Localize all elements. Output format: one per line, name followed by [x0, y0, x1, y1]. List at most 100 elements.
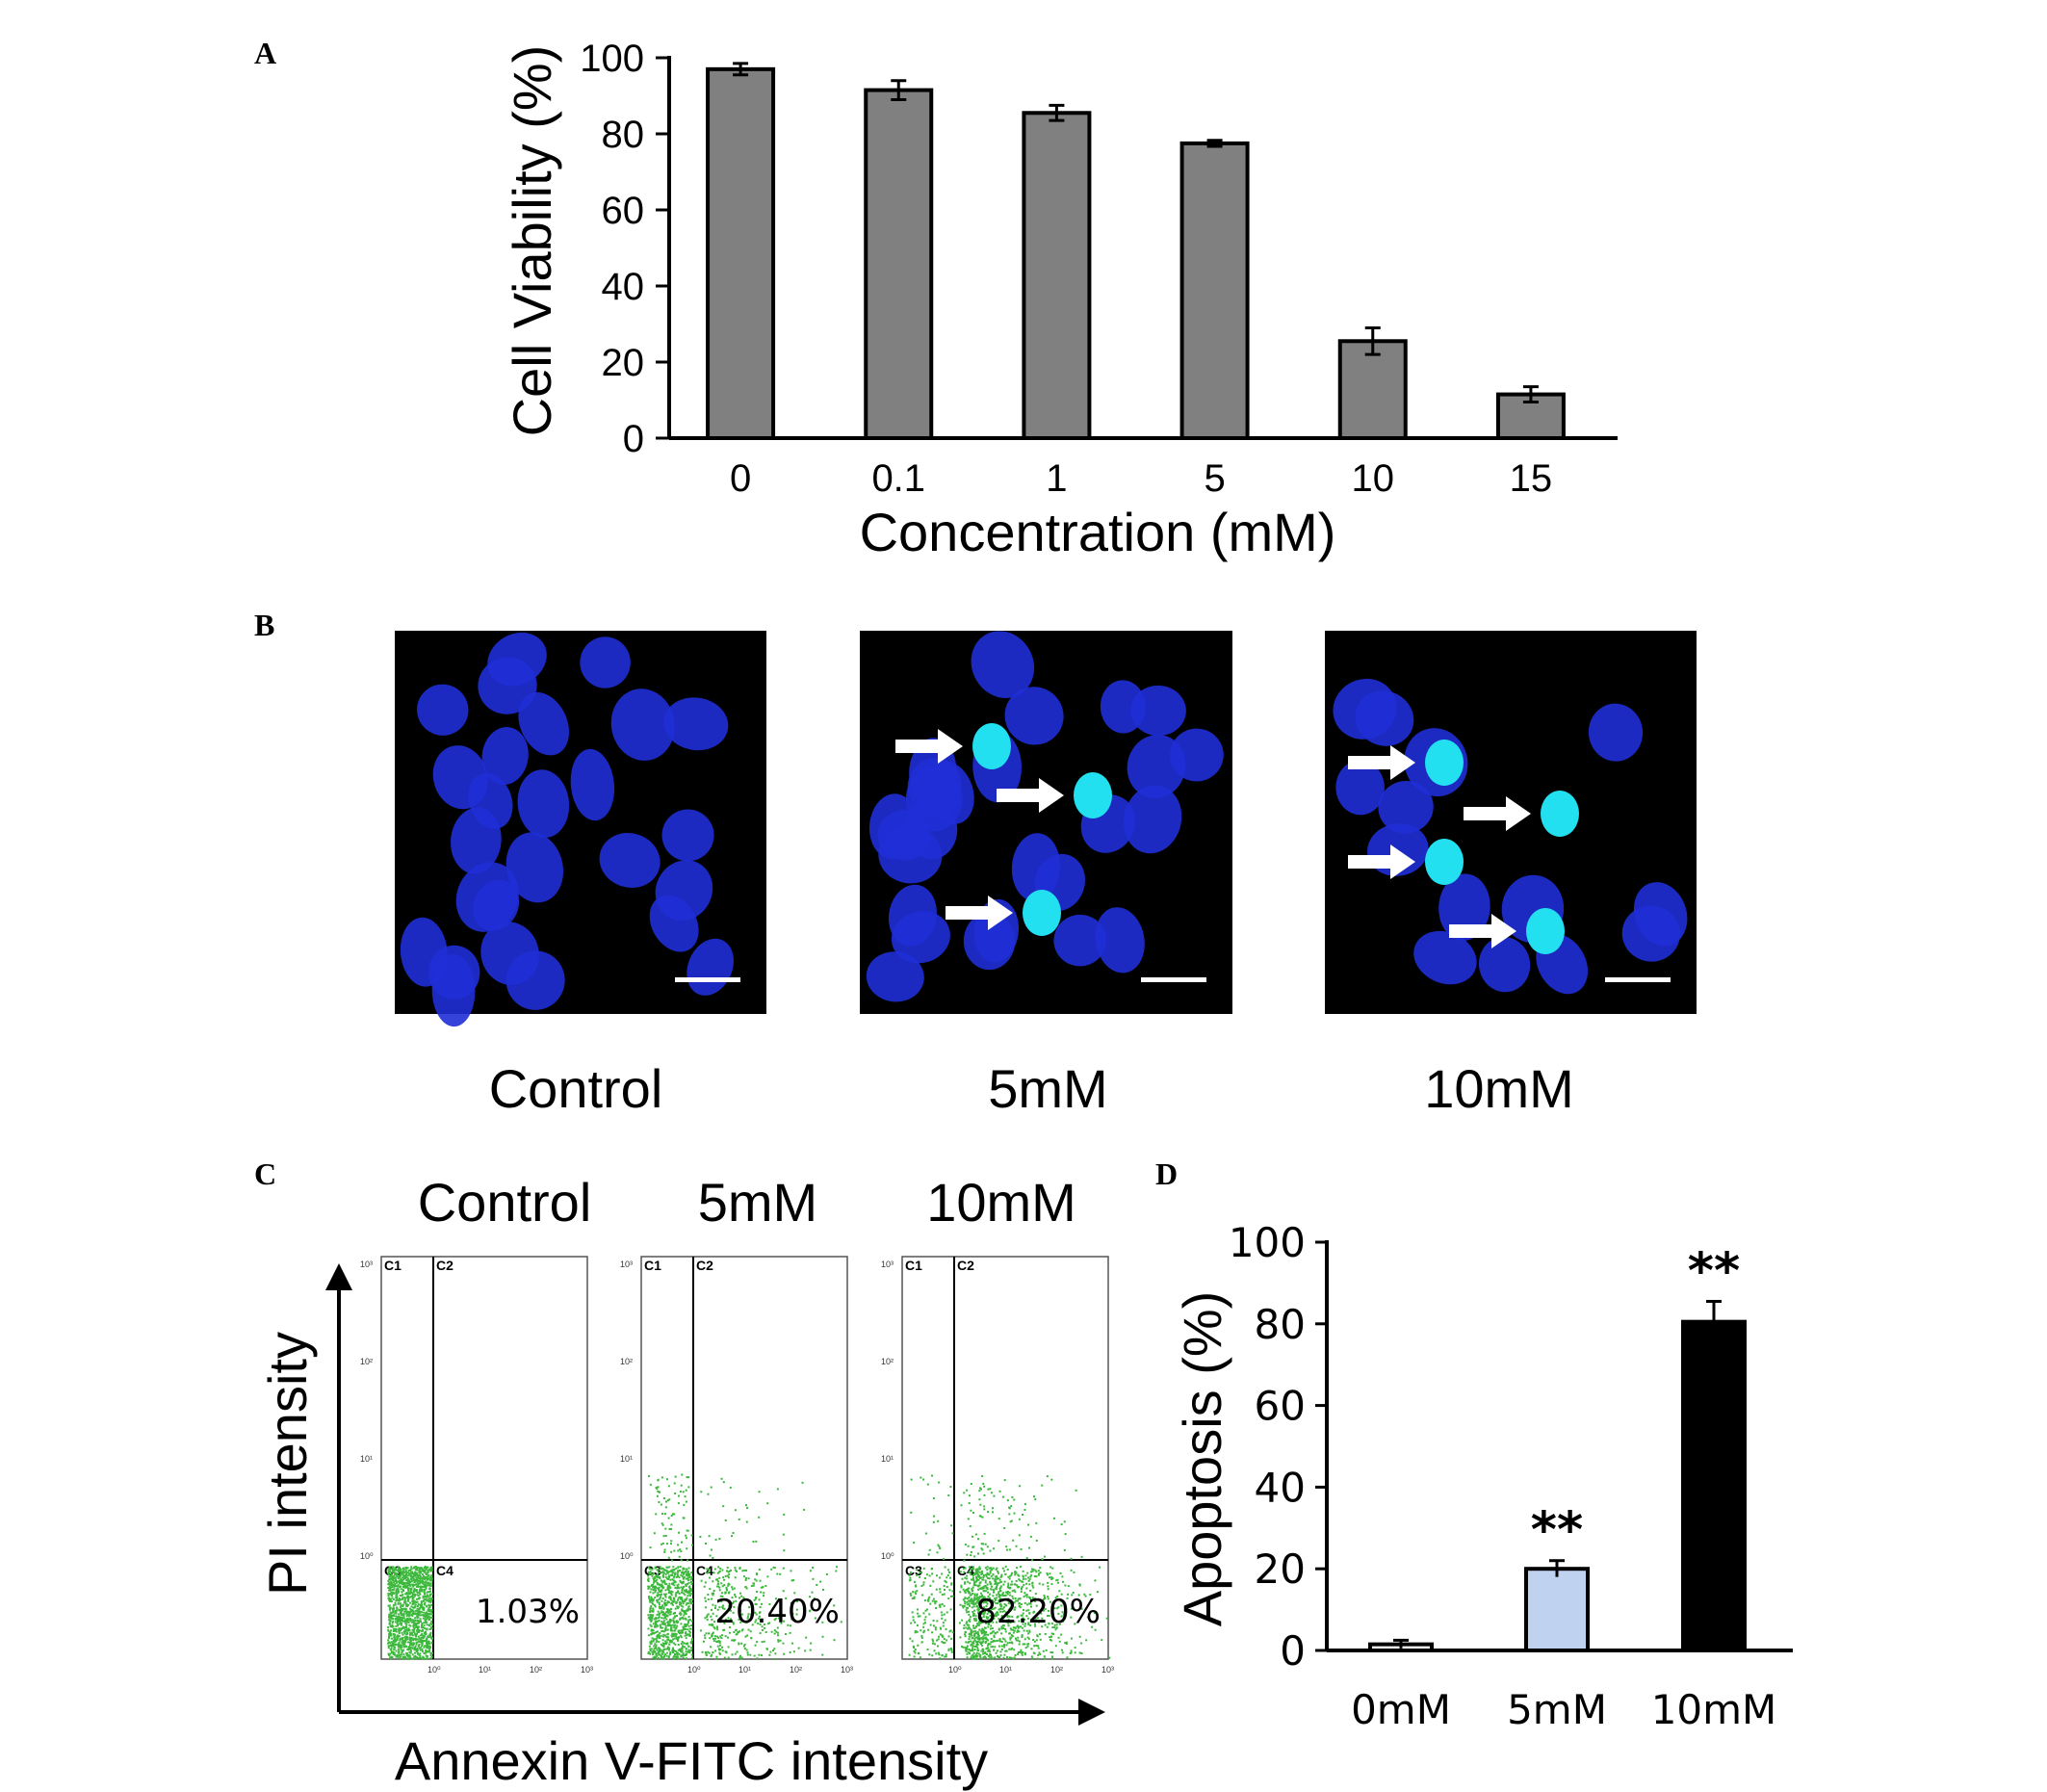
- flow-dot: [656, 1578, 659, 1581]
- flow-dot: [734, 1639, 737, 1642]
- flow-dot: [681, 1645, 684, 1648]
- flow-dot: [1001, 1495, 1004, 1498]
- flow-dot: [914, 1651, 917, 1654]
- flow-dot: [718, 1570, 721, 1572]
- flow-dot: [1011, 1590, 1014, 1593]
- flow-dot: [678, 1596, 681, 1598]
- flow-dot: [1007, 1608, 1010, 1611]
- flow-dot: [717, 1585, 720, 1588]
- flow-dot: [1048, 1622, 1050, 1624]
- flow-dot: [987, 1643, 990, 1646]
- x-tick-label: 0: [730, 457, 751, 500]
- flow-dot: [966, 1623, 969, 1626]
- flow-dot: [388, 1622, 391, 1624]
- flow-dot: [680, 1613, 683, 1616]
- flow-dot: [1004, 1594, 1007, 1597]
- flow-dot: [721, 1646, 724, 1649]
- flow-dot: [765, 1648, 768, 1650]
- flow-dot: [754, 1611, 757, 1614]
- flow-dot: [987, 1616, 990, 1619]
- flow-dot: [963, 1624, 966, 1627]
- flow-dot: [399, 1655, 402, 1658]
- flow-dot: [982, 1652, 985, 1655]
- flow-dot: [1058, 1623, 1061, 1625]
- flow-dot: [389, 1608, 392, 1611]
- flow-dot: [963, 1492, 966, 1494]
- flow-dot: [974, 1618, 977, 1621]
- flow-dot: [660, 1655, 662, 1658]
- flow-dot: [429, 1651, 432, 1654]
- flow-dot: [404, 1636, 407, 1639]
- flow-dot: [647, 1571, 650, 1573]
- y-tick-label: 20: [1255, 1545, 1306, 1593]
- flow-dot: [648, 1652, 651, 1655]
- flow-dot: [402, 1644, 404, 1647]
- flow-dot: [407, 1657, 410, 1660]
- flow-dot: [429, 1623, 432, 1625]
- flow-dot: [656, 1654, 659, 1657]
- flow-dot: [675, 1615, 678, 1618]
- flow-dot: [745, 1587, 748, 1590]
- flow-dot: [661, 1574, 664, 1577]
- flow-dot: [989, 1580, 992, 1583]
- flow-dot: [690, 1534, 693, 1537]
- flow-dot: [421, 1657, 424, 1660]
- flow-dot: [680, 1647, 683, 1649]
- flow-dot: [986, 1598, 989, 1601]
- flow-dot: [428, 1600, 431, 1603]
- flow-dot: [1070, 1607, 1073, 1610]
- flow-dot: [652, 1599, 655, 1602]
- flow-dot: [402, 1586, 404, 1589]
- flow-dot: [419, 1649, 422, 1651]
- flow-dot: [1023, 1583, 1025, 1586]
- flow-dot: [387, 1628, 390, 1631]
- flow-dot: [665, 1577, 668, 1580]
- flow-dot: [396, 1581, 399, 1584]
- flow-dot: [680, 1649, 683, 1652]
- flow-dot: [681, 1582, 684, 1585]
- flow-dot: [950, 1650, 953, 1653]
- flow-dot: [411, 1621, 414, 1623]
- flow-dot: [423, 1570, 426, 1572]
- flow-dot: [428, 1587, 431, 1590]
- apoptotic-nucleus: [1425, 740, 1464, 786]
- flow-dot: [427, 1647, 429, 1649]
- flow-dot: [412, 1585, 415, 1588]
- flow-dot: [978, 1596, 981, 1598]
- flow-dot: [657, 1478, 660, 1481]
- flow-dot: [964, 1543, 967, 1545]
- flow-dot: [1026, 1643, 1029, 1646]
- flow-dot: [649, 1572, 652, 1575]
- flow-dot: [972, 1651, 975, 1654]
- flow-dot: [388, 1597, 391, 1599]
- flow-dot: [670, 1590, 673, 1593]
- flow-dot: [949, 1595, 952, 1597]
- flow-dot: [1024, 1653, 1026, 1656]
- flow-dot: [791, 1612, 794, 1615]
- flow-dot: [1029, 1602, 1032, 1605]
- flow-dot: [661, 1642, 664, 1645]
- flow-dot: [924, 1616, 927, 1619]
- flow-dot: [990, 1619, 993, 1622]
- flow-dot: [655, 1589, 658, 1592]
- flow-dot: [732, 1639, 735, 1642]
- flow-dot: [1013, 1649, 1016, 1651]
- nucleus: [663, 697, 729, 751]
- flow-dot: [406, 1621, 409, 1623]
- flow-dot: [1009, 1608, 1012, 1611]
- flow-dot: [1026, 1603, 1029, 1606]
- flow-dot: [974, 1533, 977, 1536]
- flow-dot: [415, 1643, 418, 1646]
- flow-dot: [1002, 1592, 1005, 1595]
- flow-dot: [410, 1644, 413, 1647]
- flow-dot: [748, 1619, 751, 1622]
- flow-dot: [688, 1598, 691, 1601]
- nucleus: [1378, 780, 1434, 834]
- flow-dot: [675, 1601, 678, 1604]
- flow-dot: [414, 1600, 417, 1603]
- flow-dot: [647, 1587, 650, 1590]
- flow-dot: [969, 1652, 972, 1655]
- flow-dot: [685, 1583, 687, 1586]
- flow-dot: [673, 1581, 676, 1584]
- nucleus: [907, 757, 962, 817]
